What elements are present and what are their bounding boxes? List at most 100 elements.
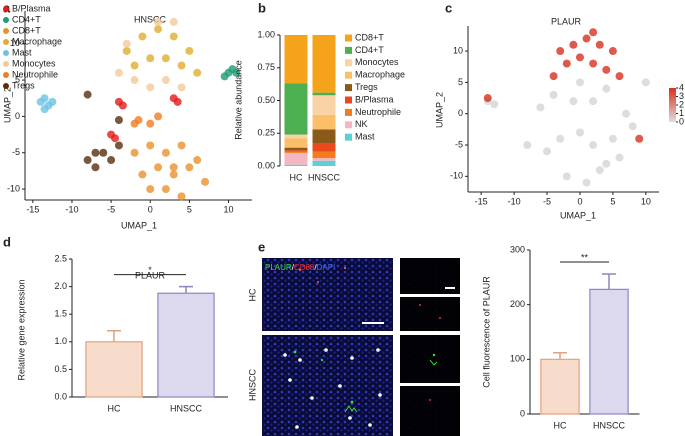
y-tick-label: 0.00 <box>257 160 275 170</box>
bar-segment <box>312 151 336 159</box>
point <box>562 59 571 68</box>
legend-label: Macrophage <box>12 36 62 46</box>
point <box>169 170 178 179</box>
bar-segment <box>284 150 308 152</box>
bar-segment <box>284 152 308 165</box>
y-axis-label: UMAP_2 <box>434 92 444 128</box>
point <box>201 177 210 186</box>
error-bar <box>107 330 121 342</box>
x-tick-label: HNSCC <box>170 403 203 413</box>
point <box>589 97 598 106</box>
point <box>146 185 155 194</box>
point <box>118 101 127 110</box>
point <box>161 185 170 194</box>
y-tick-label: 0 <box>520 408 525 418</box>
chart-title: PLAUR <box>551 16 582 26</box>
arrow-markers <box>283 348 382 429</box>
point <box>154 112 163 121</box>
point <box>122 39 131 48</box>
point <box>138 170 147 179</box>
point <box>177 83 186 92</box>
legend-marker <box>3 61 9 67</box>
point <box>111 134 120 143</box>
x-tick-label: -10 <box>65 204 78 214</box>
y-axis-label: Relative gene expression <box>16 279 26 380</box>
bar <box>157 292 215 398</box>
y-tick-label: 0.75 <box>257 62 275 72</box>
y-tick-label: -10 <box>450 171 463 181</box>
point <box>582 34 591 43</box>
point <box>130 148 139 157</box>
legend-label: Tregs <box>355 82 378 92</box>
stain-part: / <box>292 263 295 272</box>
point <box>99 148 108 157</box>
point <box>608 47 617 56</box>
error-bar <box>179 285 193 294</box>
point <box>48 97 57 106</box>
point <box>185 163 194 172</box>
point <box>589 141 598 150</box>
point <box>569 40 578 49</box>
x-tick-label: HNSCC <box>593 420 626 430</box>
point <box>628 122 637 131</box>
point <box>232 68 241 77</box>
legend-label: B/Plasma <box>355 94 394 104</box>
y-tick-label: 0.25 <box>257 128 275 138</box>
cd68-signal <box>298 266 441 401</box>
legend-label: Mast <box>12 47 32 57</box>
colorbar-label: 4 <box>679 82 684 92</box>
bar <box>540 358 580 415</box>
point <box>622 109 631 118</box>
point <box>83 90 92 99</box>
stain-part: / <box>314 263 317 272</box>
point <box>146 141 155 150</box>
point <box>575 53 584 62</box>
plaur-signal <box>293 350 438 413</box>
bar-segment <box>284 83 308 135</box>
legend-marker <box>3 39 9 45</box>
panel-label: b <box>258 0 266 15</box>
bar-segment <box>312 92 336 96</box>
point <box>177 61 186 70</box>
point <box>543 147 552 156</box>
legend-label: B/Plasma <box>12 3 51 13</box>
micrograph <box>262 258 393 331</box>
y-tick-label: -10 <box>7 183 20 193</box>
point <box>549 90 558 99</box>
x-tick-label: 10 <box>641 196 651 206</box>
y-tick-label: 1.0 <box>54 336 67 346</box>
y-tick-label: 0.5 <box>54 364 67 374</box>
x-tick-label: -15 <box>475 196 488 206</box>
point <box>130 61 139 70</box>
point <box>177 141 186 150</box>
legend-marker <box>345 84 352 92</box>
point <box>490 100 499 109</box>
point <box>608 134 617 143</box>
bar-segment <box>312 95 336 115</box>
bar <box>85 341 143 398</box>
legend-marker <box>345 46 352 54</box>
stain-part: CD68 <box>294 263 315 272</box>
point <box>169 17 178 26</box>
colorbar-label: 3 <box>679 91 684 101</box>
point <box>589 59 598 68</box>
y-tick-label: 5 <box>15 74 20 84</box>
point <box>193 156 202 165</box>
point <box>569 97 578 106</box>
y-tick-label: 0.50 <box>257 95 275 105</box>
x-tick-label: 5 <box>187 204 192 214</box>
legend-label: CD8+T <box>355 32 384 42</box>
legend-label: Macrophage <box>355 70 405 80</box>
point <box>40 94 49 103</box>
legend-label: NK <box>355 119 368 129</box>
point <box>556 47 565 56</box>
legend-label: Tregs <box>12 80 35 90</box>
y-tick-label: 5 <box>458 77 463 87</box>
y-tick-label: 200 <box>510 299 525 309</box>
point <box>114 141 123 150</box>
point <box>575 78 584 87</box>
bar-segment <box>284 134 308 139</box>
point <box>589 28 598 37</box>
bar-segment <box>312 158 336 161</box>
